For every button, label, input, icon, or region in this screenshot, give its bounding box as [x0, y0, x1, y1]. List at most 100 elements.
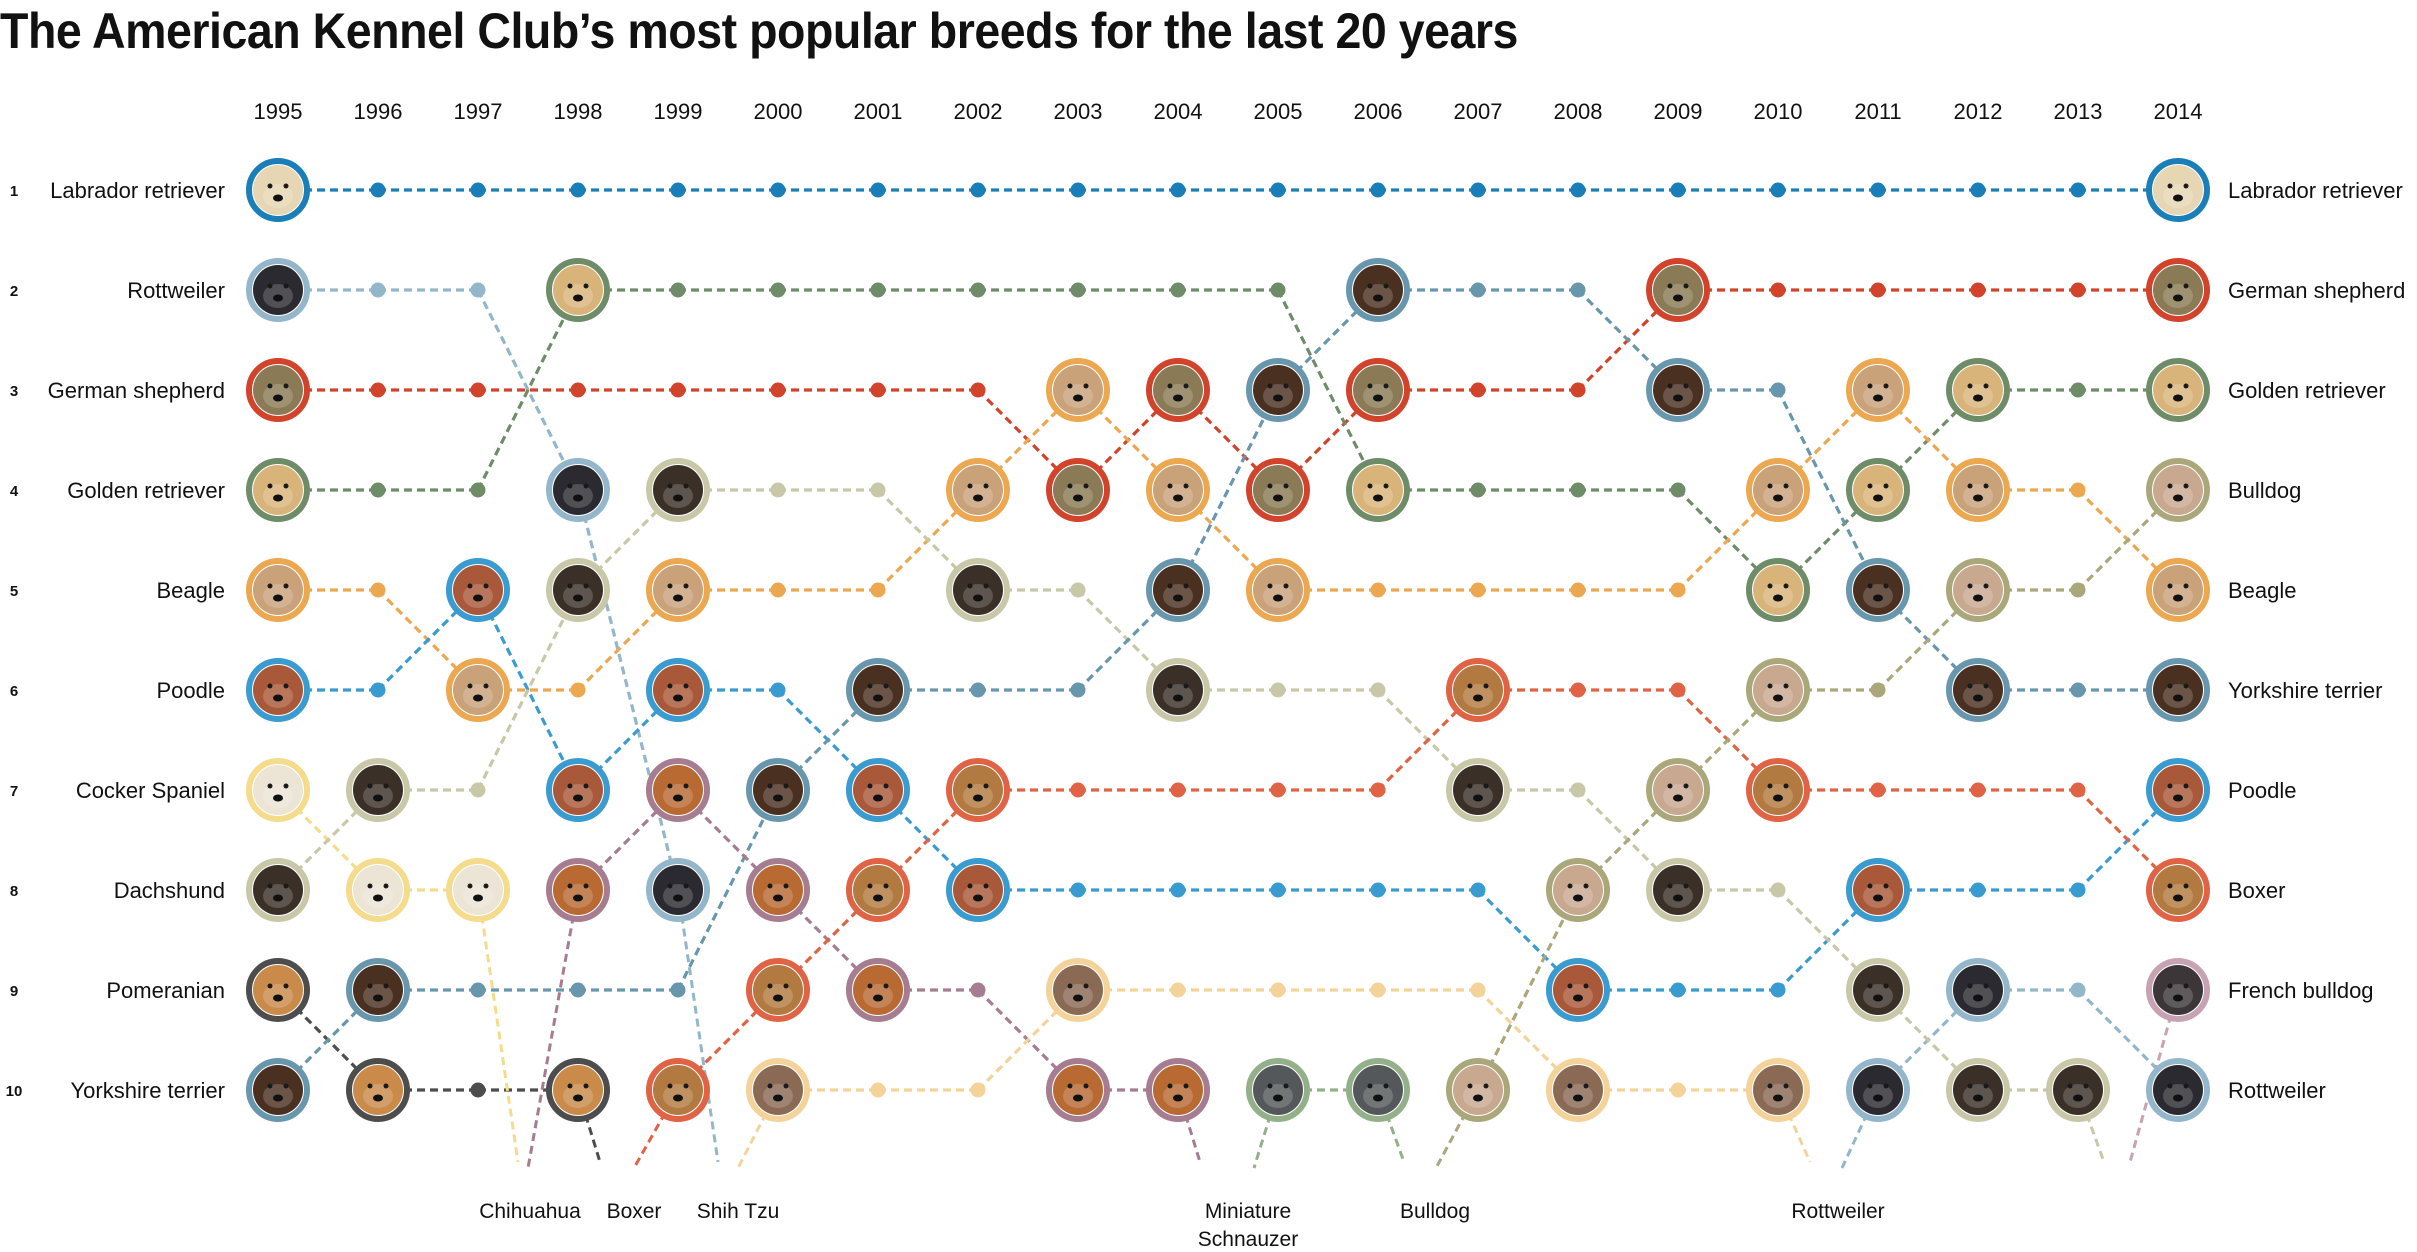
- dog-face-icon: [1953, 1065, 2003, 1115]
- dog-face-icon: [253, 665, 303, 715]
- breed-photo-marker: [246, 458, 310, 522]
- breed-photo-marker: [1746, 558, 1810, 622]
- rank-dot: [770, 282, 786, 298]
- dog-face-icon: [2153, 1065, 2203, 1115]
- dog-face-icon: [1553, 1065, 1603, 1115]
- rank-dot: [1870, 682, 1886, 698]
- dog-face-icon: [653, 665, 703, 715]
- breed-photo-marker: [1846, 358, 1910, 422]
- dog-face-icon: [1353, 1065, 1403, 1115]
- rank-dot: [1270, 982, 1286, 998]
- breed-photo-marker: [1946, 358, 2010, 422]
- dog-face-icon: [2153, 965, 2203, 1015]
- breed-photo-marker: [546, 558, 610, 622]
- dog-face-icon: [253, 765, 303, 815]
- rank-dot: [1470, 482, 1486, 498]
- dog-face-icon: [253, 165, 303, 215]
- breed-photo-marker: [1146, 658, 1210, 722]
- rank-dot: [1770, 182, 1786, 198]
- breed-photo-marker: [346, 858, 410, 922]
- rank-dot: [1570, 782, 1586, 798]
- left-breed-label: Golden retriever: [67, 478, 225, 503]
- breed-photo-marker: [2146, 358, 2210, 422]
- dog-face-icon: [253, 565, 303, 615]
- rank-dot: [470, 282, 486, 298]
- breed-photo-marker: [546, 458, 610, 522]
- breed-photo-marker: [246, 558, 310, 622]
- rank-dot: [570, 382, 586, 398]
- breed-photo-marker: [1946, 458, 2010, 522]
- breed-photo-marker: [746, 758, 810, 822]
- dog-face-icon: [1153, 565, 1203, 615]
- breed-photo-marker: [1346, 258, 1410, 322]
- rank-dot: [1470, 582, 1486, 598]
- breed-exit-line: [676, 889, 720, 1163]
- rank-number: 2: [10, 283, 18, 300]
- year-label: 1999: [654, 99, 703, 124]
- breed-line-segment: [1176, 389, 1280, 591]
- rank-dot: [370, 382, 386, 398]
- breed-line-segment: [476, 289, 580, 491]
- rank-dot: [1370, 582, 1386, 598]
- bottom-breed-label: Miniature: [1205, 1200, 1291, 1223]
- right-breed-label: Labrador retriever: [2228, 178, 2403, 203]
- breed-photo-marker: [446, 858, 510, 922]
- breed-photo-marker: [1346, 358, 1410, 422]
- rank-dot: [1970, 282, 1986, 298]
- dog-face-icon: [953, 765, 1003, 815]
- rank-dot: [670, 382, 686, 398]
- breed-photo-marker: [246, 258, 310, 322]
- breed-photo-marker: [2146, 658, 2210, 722]
- dog-face-icon: [1353, 365, 1403, 415]
- breed-photo-marker: [1246, 1058, 1310, 1122]
- rank-dot: [1170, 182, 1186, 198]
- breed-photo-marker: [2146, 758, 2210, 822]
- dog-face-icon: [1053, 965, 1103, 1015]
- rank-dot: [570, 982, 586, 998]
- rank-dot: [1070, 282, 1086, 298]
- bottom-breed-label: Bulldog: [1400, 1200, 1470, 1223]
- dog-face-icon: [553, 465, 603, 515]
- rank-dot: [870, 482, 886, 498]
- breed-line-segment: [1476, 889, 1580, 1091]
- breed-photo-marker: [546, 258, 610, 322]
- rank-dot: [1270, 282, 1286, 298]
- dog-face-icon: [1053, 365, 1103, 415]
- breed-photo-marker: [246, 158, 310, 222]
- breed-exit-line: [476, 889, 520, 1163]
- dog-face-icon: [1753, 565, 1803, 615]
- year-label: 2013: [2054, 99, 2103, 124]
- dog-face-icon: [553, 865, 603, 915]
- rank-dot: [1570, 582, 1586, 598]
- breed-photo-marker: [746, 958, 810, 1022]
- dog-face-icon: [453, 865, 503, 915]
- breed-photo-marker: [646, 1058, 710, 1122]
- dog-face-icon: [353, 965, 403, 1015]
- breed-photo-marker: [1046, 1058, 1110, 1122]
- year-label: 2001: [854, 99, 903, 124]
- dog-face-icon: [1153, 465, 1203, 515]
- dog-face-icon: [453, 665, 503, 715]
- dog-face-icon: [253, 265, 303, 315]
- rank-dot: [1070, 682, 1086, 698]
- rank-dot: [370, 682, 386, 698]
- breed-photo-marker: [746, 858, 810, 922]
- rank-dot: [770, 382, 786, 398]
- breed-photo-marker: [946, 858, 1010, 922]
- year-label: 2009: [1654, 99, 1703, 124]
- breed-line-segment: [1776, 389, 1880, 591]
- bottom-breed-label: Schnauzer: [1198, 1228, 1298, 1251]
- year-label: 2004: [1154, 99, 1203, 124]
- breed-photo-marker: [1846, 858, 1910, 922]
- rank-dot: [1570, 482, 1586, 498]
- dog-face-icon: [1153, 1065, 1203, 1115]
- breed-photo-marker: [246, 858, 310, 922]
- rank-dot: [1470, 182, 1486, 198]
- dog-face-icon: [353, 765, 403, 815]
- breed-photo-marker: [646, 658, 710, 722]
- breed-photo-marker: [546, 1058, 610, 1122]
- breed-photo-marker: [1046, 358, 1110, 422]
- rank-dot: [1970, 182, 1986, 198]
- dog-face-icon: [1853, 565, 1903, 615]
